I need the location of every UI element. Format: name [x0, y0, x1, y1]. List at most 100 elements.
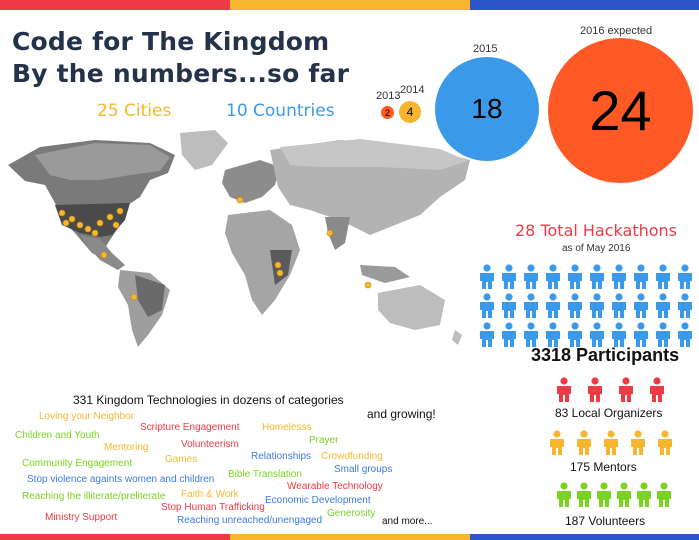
- person-icon: [500, 322, 518, 348]
- map-brazil: [135, 275, 165, 317]
- person-icon: [544, 293, 562, 319]
- map-east-africa: [270, 250, 292, 285]
- bottom-bar-red: [0, 534, 230, 540]
- person-icon: [602, 430, 620, 456]
- mentors-count: 175 Mentors: [570, 460, 637, 474]
- person-icon: [635, 482, 653, 508]
- map-pin: [84, 225, 92, 233]
- category-label: Prayer: [309, 435, 339, 446]
- circle-2014: 4: [399, 101, 421, 123]
- value-2014: 4: [406, 105, 414, 119]
- person-icon: [575, 430, 593, 456]
- category-label: Reaching the illiterate/preliterate: [22, 491, 166, 502]
- category-label: Relationships: [251, 451, 312, 462]
- person-icon: [500, 264, 518, 290]
- person-icon: [676, 264, 694, 290]
- map-europe: [222, 160, 280, 203]
- person-icon: [610, 264, 628, 290]
- map-pin: [62, 219, 70, 227]
- volunteers-icons: [555, 482, 673, 508]
- person-icon: [478, 322, 496, 348]
- category-label: Wearable Technology: [287, 481, 383, 492]
- category-label: Homelesss: [262, 422, 312, 433]
- person-icon: [548, 430, 566, 456]
- world-map: [8, 130, 470, 347]
- category-label: Children and Youth: [15, 430, 100, 441]
- person-icon: [610, 322, 628, 348]
- person-icon: [586, 377, 604, 403]
- category-label: Stop Human Trafficking: [161, 502, 265, 513]
- map-pin: [236, 196, 244, 204]
- category-label: Games: [165, 454, 198, 465]
- category-label: Stop violence againts women and children: [27, 474, 215, 485]
- map-pin: [326, 229, 334, 237]
- category-label: Loving your Neighbor: [39, 411, 135, 422]
- and-more: and more...: [382, 516, 433, 527]
- map-pin: [274, 261, 282, 269]
- top-bar-blue: [470, 0, 699, 10]
- map-pin: [276, 269, 284, 277]
- title-line-2: By the numbers...so far: [12, 59, 350, 88]
- circle-2015: 18: [435, 57, 539, 161]
- year-2015-label: 2015: [473, 43, 498, 55]
- map-australia: [378, 285, 445, 330]
- map-pin: [58, 209, 66, 217]
- category-label: Economic Development: [265, 495, 371, 506]
- category-label: Generosity: [327, 508, 376, 519]
- person-icon: [544, 322, 562, 348]
- category-label: Ministry Support: [45, 512, 118, 523]
- map-greenland: [180, 130, 228, 170]
- person-icon: [615, 482, 633, 508]
- person-icon: [654, 322, 672, 348]
- category-label: Faith & Work: [181, 489, 239, 500]
- person-icon: [478, 264, 496, 290]
- circle-2013: 2: [381, 106, 394, 119]
- organizers-icons: [555, 377, 666, 403]
- map-new-zealand: [452, 330, 462, 345]
- person-icon: [522, 264, 540, 290]
- and-growing: and growing!: [367, 407, 436, 421]
- category-label: Crowdfunding: [321, 451, 383, 462]
- countries-count: 10 Countries: [226, 101, 335, 121]
- participants-icons: [478, 264, 694, 348]
- person-icon: [478, 293, 496, 319]
- technologies-heading: 331 Kingdom Technologies in dozens of ca…: [73, 393, 344, 407]
- person-icon: [648, 377, 666, 403]
- person-icon: [676, 322, 694, 348]
- title-line-1: Code for The Kingdom: [12, 27, 330, 56]
- map-india: [325, 217, 350, 250]
- person-icon: [654, 264, 672, 290]
- mentors-icons: [548, 430, 674, 456]
- map-southeast-asia: [360, 265, 410, 283]
- person-icon: [566, 293, 584, 319]
- cities-count: 25 Cities: [97, 101, 172, 121]
- person-icon: [656, 430, 674, 456]
- map-pin: [112, 221, 120, 229]
- value-2013: 2: [384, 107, 390, 118]
- person-icon: [555, 482, 573, 508]
- person-icon: [588, 322, 606, 348]
- person-icon: [588, 293, 606, 319]
- map-pin: [130, 293, 138, 301]
- person-icon: [555, 377, 573, 403]
- person-icon: [632, 264, 650, 290]
- value-2016: 24: [589, 79, 652, 142]
- person-icon: [544, 264, 562, 290]
- person-icon: [654, 293, 672, 319]
- category-label: Community Engagement: [22, 458, 133, 469]
- hackathons-subtitle: as of May 2016: [562, 243, 631, 254]
- category-label: Small groups: [334, 464, 393, 475]
- bottom-bar-blue: [470, 534, 699, 540]
- year-2016-label: 2016 expected: [580, 25, 653, 37]
- value-2015: 18: [471, 93, 503, 124]
- category-label: Scripture Engagement: [140, 422, 240, 433]
- map-pin: [100, 251, 108, 259]
- map-pin: [106, 213, 114, 221]
- map-africa: [225, 210, 300, 315]
- map-pin: [76, 221, 84, 229]
- person-icon: [566, 322, 584, 348]
- person-icon: [566, 264, 584, 290]
- category-label: Mentoring: [104, 442, 149, 453]
- year-2014-label: 2014: [400, 84, 425, 96]
- hackathons-title: 28 Total Hackathons: [515, 221, 677, 240]
